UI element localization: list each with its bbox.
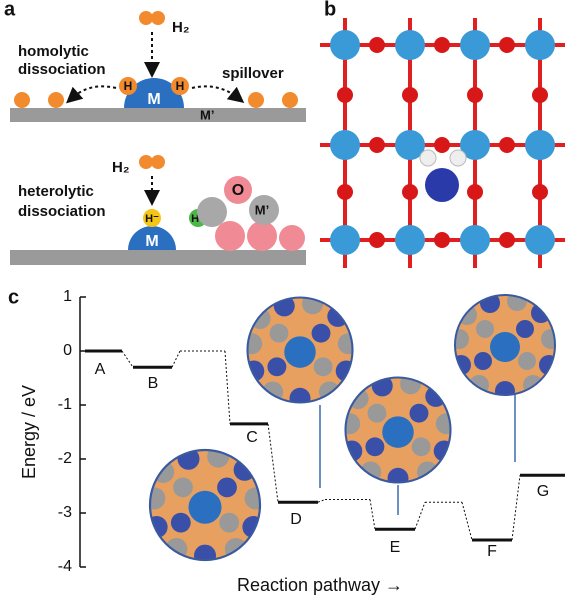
atom xyxy=(460,130,490,160)
y-tick-label: -4 xyxy=(58,558,72,575)
h-label: H xyxy=(176,79,185,93)
level-label: C xyxy=(246,429,258,446)
atom xyxy=(395,30,425,60)
h2-label: H₂ xyxy=(172,19,190,36)
level-label: B xyxy=(148,375,159,392)
y-tick-label: 0 xyxy=(63,342,72,359)
atom xyxy=(525,30,555,60)
atom xyxy=(434,37,450,53)
level-label: A xyxy=(95,361,106,378)
panel-b: b xyxy=(318,0,567,272)
panel-label: b xyxy=(324,0,336,20)
connector xyxy=(121,350,134,368)
level-label: F xyxy=(487,543,497,560)
support-label: M’ xyxy=(255,202,269,217)
atom xyxy=(395,225,425,255)
atom xyxy=(369,232,385,248)
connector xyxy=(224,350,231,424)
spillover-label: spillover xyxy=(222,65,284,82)
y-tick-label: -2 xyxy=(58,450,72,467)
x-axis-title: Reaction pathway → xyxy=(237,575,403,595)
h2-label: H₂ xyxy=(112,159,130,176)
atom xyxy=(499,232,515,248)
panel-a: a H₂ homolytic dissociation spillover M … xyxy=(4,0,306,265)
atom xyxy=(460,30,490,60)
atom xyxy=(532,184,548,200)
atom xyxy=(402,87,418,103)
h-label: H xyxy=(124,79,133,93)
panel-label: c xyxy=(8,286,19,308)
y-tick-label: 1 xyxy=(63,288,72,305)
atom xyxy=(369,37,385,53)
atom xyxy=(532,87,548,103)
atom xyxy=(395,130,425,160)
connector xyxy=(317,499,326,503)
atom xyxy=(525,225,555,255)
atom xyxy=(434,232,450,248)
atom xyxy=(330,225,360,255)
atom xyxy=(499,37,515,53)
metal-label: M xyxy=(147,91,160,108)
panel-label: a xyxy=(4,0,16,20)
homolytic-title: dissociation xyxy=(18,61,106,78)
atom xyxy=(369,137,385,153)
connector xyxy=(369,499,376,530)
atom xyxy=(337,184,353,200)
heterolytic-title: heterolytic xyxy=(18,183,94,200)
atom xyxy=(330,30,360,60)
connector xyxy=(171,350,181,368)
level-label: E xyxy=(390,539,401,556)
atom xyxy=(402,184,418,200)
connector xyxy=(511,475,521,541)
metal-label: M xyxy=(145,233,158,250)
support-label: M’ xyxy=(200,107,214,122)
oxygen-label: O xyxy=(232,182,244,199)
atom xyxy=(460,225,490,255)
y-tick-label: -1 xyxy=(58,396,72,413)
y-axis-title: Energy / eV xyxy=(19,385,39,479)
atom xyxy=(434,137,450,153)
heterolytic-title: dissociation xyxy=(18,203,106,220)
atom xyxy=(499,137,515,153)
y-tick-label: -3 xyxy=(58,504,72,521)
atom xyxy=(449,149,467,167)
atom xyxy=(419,149,437,167)
atom xyxy=(337,87,353,103)
atom xyxy=(330,130,360,160)
atom xyxy=(467,87,483,103)
connector xyxy=(414,502,426,530)
atom xyxy=(525,130,555,160)
hydride-label: H⁻ xyxy=(145,213,159,225)
connector xyxy=(267,423,279,503)
level-label: G xyxy=(537,483,549,500)
connector xyxy=(461,502,473,541)
atom xyxy=(467,184,483,200)
atom xyxy=(425,168,459,202)
panel-c: c Energy / eV Reaction pathway → 1 0 -1 -2 -… xyxy=(8,286,565,595)
level-label: D xyxy=(290,511,302,528)
homolytic-title: homolytic xyxy=(18,43,89,60)
